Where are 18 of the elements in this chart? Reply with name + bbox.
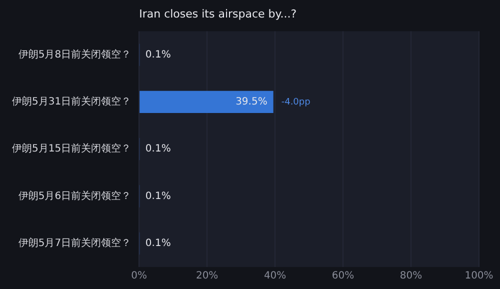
x-tick-label: 40% <box>264 270 286 282</box>
y-tick-label: 伊朗5月8日前关闭领空？ <box>18 48 132 60</box>
y-tick-label: 伊朗5月31日前关闭领空？ <box>12 96 132 108</box>
data-label: 39.5% <box>236 96 268 108</box>
data-label: 0.1% <box>145 49 171 60</box>
y-tick-label: 伊朗5月15日前关闭领空？ <box>12 142 132 155</box>
data-label: 0.1% <box>145 144 171 155</box>
data-label: 0.1% <box>145 190 171 202</box>
x-tick-label: 80% <box>400 270 422 282</box>
data-label: 0.1% <box>145 238 171 250</box>
x-tick-label: 0% <box>131 270 148 282</box>
y-tick-label: 伊朗5月7日前关闭领空？ <box>18 237 132 250</box>
y-tick-label: 伊朗5月6日前关闭领空？ <box>18 190 132 202</box>
annotation: -4.0pp <box>281 97 311 108</box>
chart-title: Iran closes its airspace by...? <box>139 7 297 20</box>
x-tick-label: 100% <box>464 270 494 282</box>
x-tick-label: 60% <box>332 270 354 282</box>
x-tick-label: 20% <box>196 270 218 282</box>
